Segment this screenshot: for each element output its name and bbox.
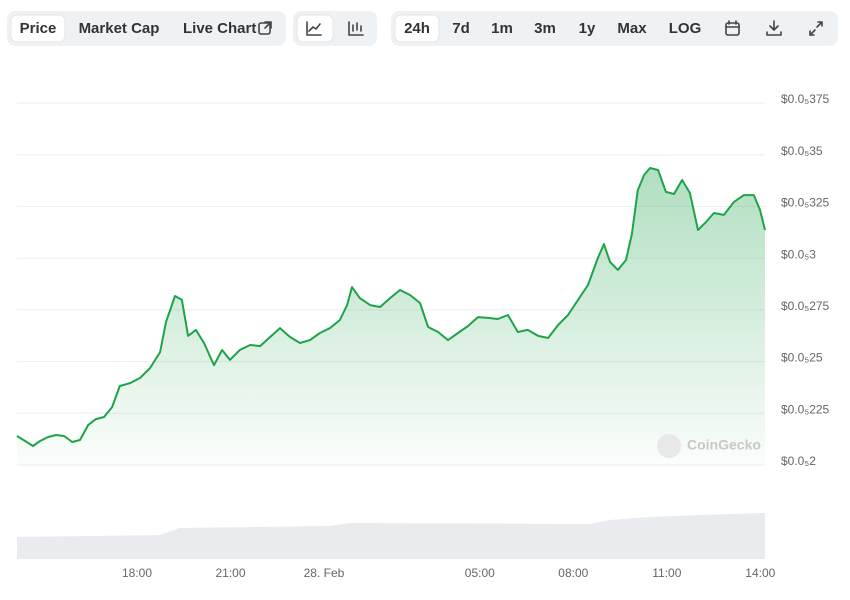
- x-tick-label: 21:00: [215, 566, 245, 580]
- candle-icon[interactable]: [348, 21, 364, 36]
- y-tick-label: $0.0₅25: [781, 351, 823, 365]
- x-tick-label: 11:00: [652, 566, 681, 580]
- range-button[interactable]: 1m: [491, 20, 513, 37]
- active-button[interactable]: [10, 14, 66, 43]
- log-button[interactable]: LOG: [669, 20, 702, 37]
- range-button[interactable]: 7d: [452, 20, 470, 37]
- volume-band: [17, 513, 765, 559]
- range-button[interactable]: 1y: [579, 20, 596, 37]
- price-line: [16, 167, 766, 447]
- range-button[interactable]: 24h: [404, 20, 430, 37]
- range-button[interactable]: Max: [617, 20, 647, 37]
- view-button[interactable]: Market Cap: [79, 20, 160, 37]
- y-tick-label: $0.0₅325: [781, 196, 830, 210]
- x-tick-label: 28. Feb: [304, 566, 345, 580]
- y-tick-label: $0.0₅2: [781, 454, 816, 468]
- watermark: CoinGecko: [687, 437, 761, 453]
- download-icon[interactable]: [766, 20, 782, 36]
- y-tick-label: $0.0₅225: [781, 402, 830, 416]
- x-tick-label: 05:00: [465, 566, 495, 580]
- line-icon: [306, 21, 322, 36]
- view-button[interactable]: Live Chart: [183, 20, 256, 37]
- y-tick-label: $0.0₅35: [781, 144, 823, 158]
- plot: $0.0₅2 $0.0₅225 $0.0₅25 $0.0₅275 $0.0₅3 $0.0₅…: [16, 92, 830, 580]
- active-button[interactable]: [394, 14, 440, 43]
- range-button[interactable]: 3m: [534, 20, 556, 37]
- view-button[interactable]: Price: [20, 20, 57, 37]
- y-tick-label: $0.0₅375: [781, 92, 830, 106]
- watermark-logo: [657, 434, 681, 458]
- calendar-icon[interactable]: [725, 20, 740, 36]
- y-tick-label: $0.0₅275: [781, 299, 830, 313]
- area: [17, 168, 765, 465]
- x-tick-label: 08:00: [558, 566, 588, 580]
- view-group: [7, 11, 286, 46]
- external-link-icon: [258, 21, 272, 35]
- range-group: [391, 11, 838, 46]
- fullscreen-icon[interactable]: [809, 21, 823, 36]
- x-tick-label: 14:00: [745, 566, 775, 580]
- x-tick-label: 18:00: [122, 566, 152, 580]
- y-tick-label: $0.0₅3: [781, 247, 816, 261]
